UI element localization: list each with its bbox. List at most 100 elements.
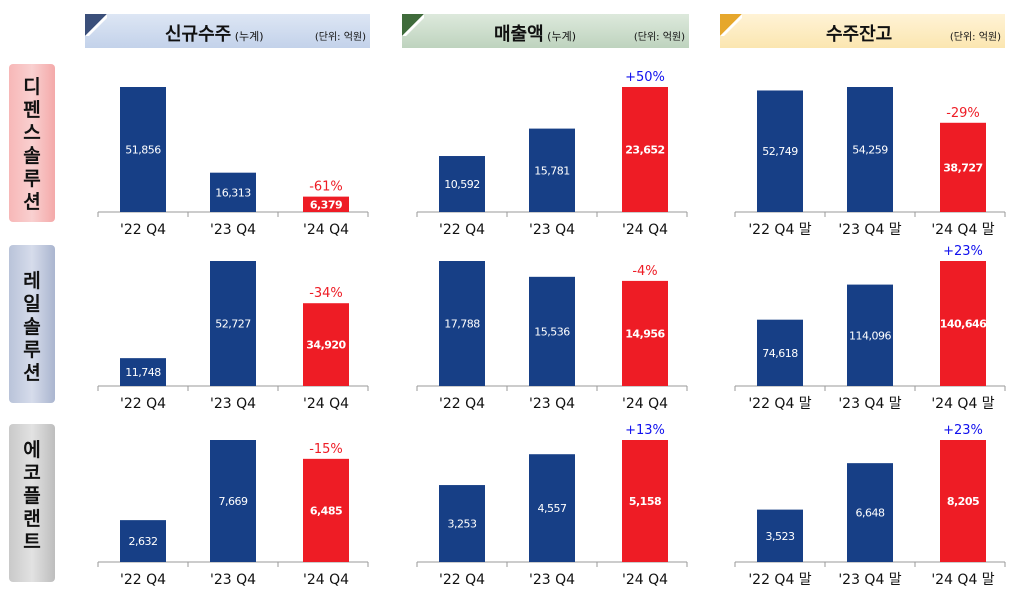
column-header-backlog: 수주잔고 (단위: 억원) [720, 14, 1005, 48]
change-label: -15% [309, 442, 343, 457]
x-tick-label: '24 Q4 [303, 222, 349, 238]
bar [940, 440, 986, 562]
change-label: +23% [943, 244, 983, 259]
row-label-char: 트 [23, 531, 41, 553]
bar [529, 454, 575, 562]
unit-label: (단위: 억원) [949, 32, 1001, 43]
bar [757, 319, 803, 386]
bar-value-label: 4,557 [538, 502, 567, 515]
row-label-char: 레 [23, 270, 41, 292]
change-label: -61% [309, 180, 343, 195]
row-label-char: 솔 [23, 145, 41, 167]
change-label: -4% [632, 264, 657, 279]
bar-value-label: 6,648 [856, 507, 885, 520]
bar [210, 172, 256, 212]
x-tick-label: '24 Q4 [303, 396, 349, 412]
row-label-char: 에 [23, 439, 41, 461]
x-tick-label: '23 Q4 말 [838, 396, 901, 412]
bar-value-label: 8,205 [947, 495, 979, 508]
column-title-text: 수주잔고 [826, 24, 893, 45]
bar [439, 156, 485, 212]
unit-label: (단위: 억원) [314, 32, 366, 43]
bar [439, 485, 485, 562]
x-tick-label: '24 Q4 [622, 572, 668, 588]
bar [940, 122, 986, 212]
bar [622, 87, 668, 212]
bar [303, 458, 349, 562]
column-title-text: 매출액 [494, 24, 544, 45]
x-tick-label: '24 Q4 [622, 396, 668, 412]
bar [622, 440, 668, 562]
column-title-sub: (누계) [543, 30, 577, 43]
row-label-char: 루 [23, 168, 41, 190]
x-tick-label: '22 Q4 말 [748, 572, 811, 588]
bar [120, 87, 166, 212]
x-tick-label: '22 Q4 말 [748, 396, 811, 412]
bar [303, 196, 349, 212]
column-title: 매출액 (누계) [494, 20, 576, 46]
header-corner-icon [85, 14, 107, 36]
bar-value-label: 114,096 [849, 329, 891, 342]
x-tick-label: '23 Q4 [210, 222, 256, 238]
column-title: 수주잔고 [826, 20, 892, 46]
x-tick-label: '23 Q4 [210, 396, 256, 412]
x-tick-label: '23 Q4 [210, 572, 256, 588]
bar-value-label: 15,536 [534, 325, 570, 338]
header-corner-icon [720, 14, 742, 36]
bar-value-label: 14,956 [625, 327, 665, 340]
row-label-char: 루 [23, 339, 41, 361]
bar-value-label: 7,669 [219, 495, 248, 508]
bar-value-label: 16,313 [215, 186, 251, 199]
bar [847, 87, 893, 212]
x-tick-label: '22 Q4 [439, 396, 485, 412]
bar-value-label: 15,781 [534, 164, 570, 177]
change-label: +23% [943, 423, 983, 438]
change-label: +13% [625, 423, 665, 438]
row-label-char: 일 [23, 293, 41, 315]
bar-value-label: 52,727 [215, 318, 251, 331]
column-title-sub: (누계) [231, 30, 264, 43]
bar-value-label: 52,749 [762, 145, 798, 158]
column-title: 신규수주 (누계) [165, 20, 264, 46]
bar [439, 261, 485, 386]
bar-value-label: 38,727 [943, 161, 982, 174]
x-tick-label: '22 Q4 말 [748, 222, 811, 238]
bar-value-label: 5,158 [629, 495, 661, 508]
row-label-char: 플 [23, 485, 41, 507]
bar [120, 520, 166, 562]
column-header-sales: 매출액 (누계) (단위: 억원) [402, 14, 689, 48]
x-tick-label: '23 Q4 말 [838, 222, 901, 238]
x-tick-label: '22 Q4 [439, 222, 485, 238]
x-tick-label: '24 Q4 말 [931, 396, 994, 412]
x-tick-label: '23 Q4 [529, 222, 575, 238]
x-tick-label: '22 Q4 [120, 572, 166, 588]
bar [622, 280, 668, 386]
x-tick-label: '22 Q4 [120, 396, 166, 412]
bar [303, 303, 349, 386]
row-label-char: 스 [23, 122, 41, 144]
bar-value-label: 6,485 [310, 504, 342, 517]
x-tick-label: '23 Q4 말 [838, 572, 901, 588]
x-tick-label: '22 Q4 [120, 222, 166, 238]
bar-value-label: 54,259 [852, 144, 888, 157]
bar [847, 463, 893, 562]
x-tick-label: '23 Q4 [529, 572, 575, 588]
bar-value-label: 23,652 [625, 144, 664, 157]
bar [757, 90, 803, 212]
x-tick-label: '22 Q4 [439, 572, 485, 588]
bar-value-label: 11,748 [125, 366, 161, 379]
bar [120, 358, 166, 386]
row-label-char: 디 [23, 76, 41, 98]
bar-value-label: 17,788 [444, 318, 480, 331]
bar-value-label: 140,646 [940, 318, 987, 331]
header-corner-icon [402, 14, 424, 36]
bar [210, 261, 256, 386]
bar-value-label: 74,618 [762, 347, 798, 360]
column-title-text: 신규수주 [165, 24, 232, 45]
bar [757, 509, 803, 562]
bar-value-label: 2,632 [129, 535, 158, 548]
